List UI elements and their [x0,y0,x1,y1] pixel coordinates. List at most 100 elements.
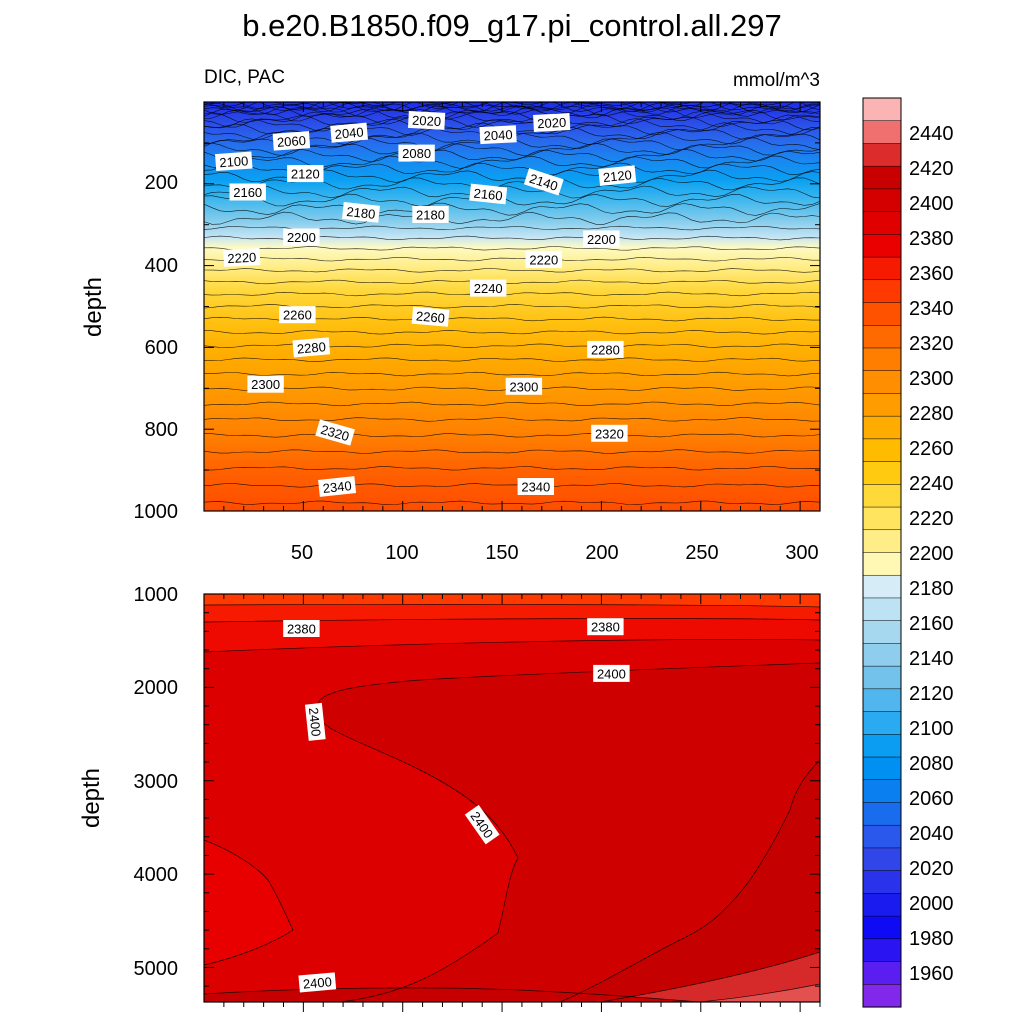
colorbar-swatch [862,415,902,440]
contour-label: 2340 [517,478,554,495]
contour-label: 2400 [464,804,500,845]
contour-label-box [464,804,500,845]
colorbar-swatch [862,165,902,190]
colorbar: 2440 2420 2400 2380 2360 2340 2320 2300 2280 2260… [862,97,954,1008]
contour-line [204,604,820,608]
contour-label-text: 2220 [227,250,257,266]
colorbar-swatch [862,802,902,826]
upper-ticks [204,101,821,512]
contour-label-text: 2020 [537,115,567,131]
contour-label-text: 2160 [473,186,503,204]
band-2370 [204,604,820,622]
contour-line [204,211,820,225]
contour-label-text: 2240 [474,281,503,296]
contour-line [204,357,820,362]
contour-label-box [330,122,368,143]
contour-line [204,102,820,112]
lower-y-axis-label: depth [78,768,105,828]
contour-label-text: 2080 [402,146,431,161]
colorbar-label: 2140 [909,648,954,670]
contour-label-box [598,165,637,186]
colorbar-swatch [862,143,902,167]
colorbar-swatch [862,552,902,576]
contour-label-text: 2120 [602,167,632,185]
contour-label-box [593,664,630,682]
contour-label: 2140 [523,168,564,196]
contour-line [599,951,820,1002]
contour-label-box [283,620,320,637]
contour-line [204,401,820,407]
colorbar-swatch [862,961,902,985]
contour-line [204,114,820,128]
contour-label-box [407,110,446,130]
colorbar-label: 1980 [909,928,954,950]
colorbar-swatch [862,643,902,667]
band-2380 [204,618,820,652]
colorbar-swatch [862,984,902,1008]
contour-label: 2320 [591,424,628,442]
contour-label-box [398,144,435,162]
colorbar-swatch [862,256,902,281]
contour-label: 2400 [304,702,326,741]
contour-line [204,118,820,132]
lower-ytick-label: 5000 [134,958,179,980]
contour-label-text: 2060 [276,133,306,150]
contour-label: 2160 [229,183,266,201]
colorbar-label: 2340 [909,298,954,320]
contour-line [204,291,820,297]
contour-label-text: 2200 [587,232,616,247]
colorbar-swatch [862,461,902,485]
contour-label-text: 2340 [521,480,550,495]
contour-label-text: 2180 [416,208,445,223]
contour-line [204,102,820,115]
colorbar-label: 2040 [909,823,954,845]
colorbar-swatch [862,688,902,713]
colorbar-swatch [862,438,902,463]
colorbar-label: 2160 [909,613,954,635]
contour-label-box [342,202,380,223]
contour-line [204,202,820,216]
contour-label: 2380 [283,620,320,637]
contour-label: 2100 [215,151,253,172]
contour-label-box [505,377,543,395]
contour-label-text: 2260 [415,308,445,325]
upper-contour-labels: 2020 2020 2040 2040 2060 2080 2100 2120 2120 2140… [215,110,637,497]
left-subtitle: DIC, PAC [204,67,285,88]
colorbar-swatch [862,824,902,849]
upper-ytick-label: 400 [145,255,178,277]
contour-line [204,193,820,207]
upper-xtick-label: 100 [385,542,418,564]
contour-label: 2040 [330,122,368,143]
colorbar-frame [862,97,902,1008]
lower-ytick-label: 4000 [134,864,179,886]
contour-label: 2020 [533,113,571,132]
colorbar-label: 2240 [909,473,954,495]
contour-label-box [292,337,331,358]
colorbar-label: 2400 [909,193,954,215]
contour-line [559,759,820,1002]
colorbar-label: 2380 [909,228,954,250]
colorbar-swatch [862,893,902,917]
contour-label: 2320 [315,419,355,446]
contour-line [204,417,820,422]
colorbar-label: 2220 [909,508,954,530]
contour-label-box [411,306,450,327]
colorbar-swatch [862,302,902,326]
lower-ytick-label: 1000 [134,584,179,606]
contour-line [319,662,820,701]
colorbar-swatch [862,756,902,781]
contour-label: 2160 [469,183,508,205]
contour-label: 2120 [598,165,637,186]
colorbar-swatch [862,279,902,304]
upper-y-axis-label: depth [80,277,107,337]
contour-label: 2180 [412,206,449,223]
colorbar-label: 2260 [909,438,954,460]
contour-label-text: 2380 [287,622,316,637]
contour-label-text: 2400 [302,974,332,991]
colorbar-swatch [862,915,902,940]
colorbar-label: 2440 [909,123,954,145]
lower-ytick-label: 3000 [134,771,179,793]
upper-xtick-label: 250 [685,542,718,564]
contour-line [204,268,820,273]
contour-label-text: 2040 [483,127,513,143]
